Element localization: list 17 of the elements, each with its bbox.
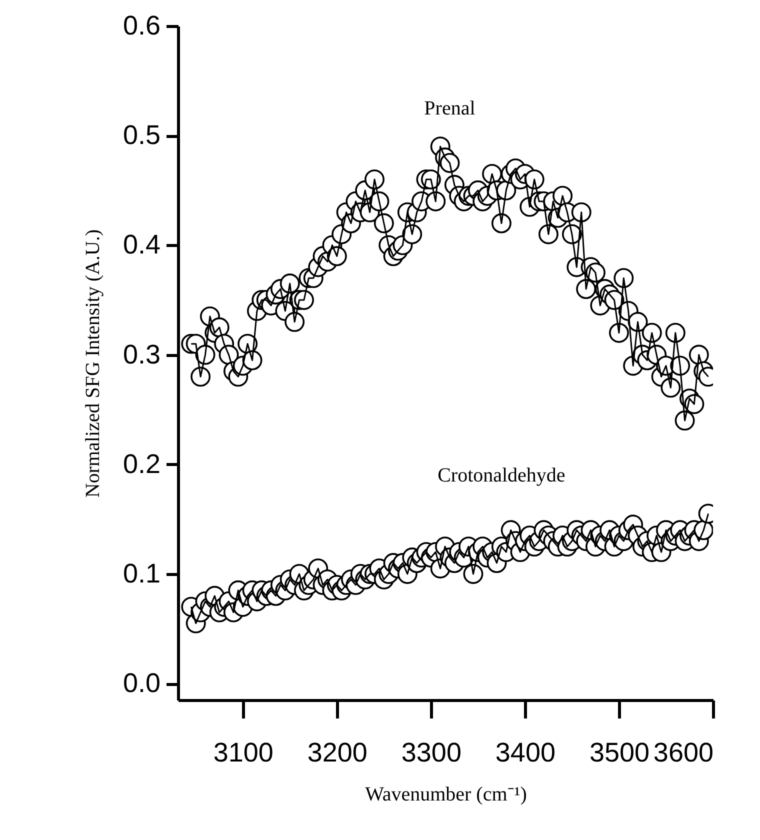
x-tick-label: 3300: [401, 738, 462, 768]
y-tick-label: 0.1: [122, 558, 160, 588]
y-axis-title: Normalized SFG Intensity (A.U.): [82, 229, 104, 498]
y-tick-label: 0.3: [122, 339, 160, 370]
x-tick-label: 3600: [653, 738, 714, 768]
x-tick-label: 3200: [307, 738, 368, 768]
x-axis-title: Wavenumber (cm⁻¹): [365, 784, 527, 806]
series-label: Prenal: [424, 98, 476, 120]
y-tick-label: 0.5: [122, 120, 160, 150]
y-tick-label: 0.4: [122, 230, 160, 260]
y-tick-label: 0.2: [122, 448, 160, 479]
x-tick-label: 3400: [495, 738, 556, 768]
x-tick-label: 3500: [589, 738, 650, 768]
x-tick-label: 3100: [213, 738, 274, 768]
y-tick-label: 0.0: [122, 668, 160, 698]
y-tick-label: 0.6: [122, 10, 160, 40]
series-label: Crotonaldehyde: [438, 464, 566, 487]
